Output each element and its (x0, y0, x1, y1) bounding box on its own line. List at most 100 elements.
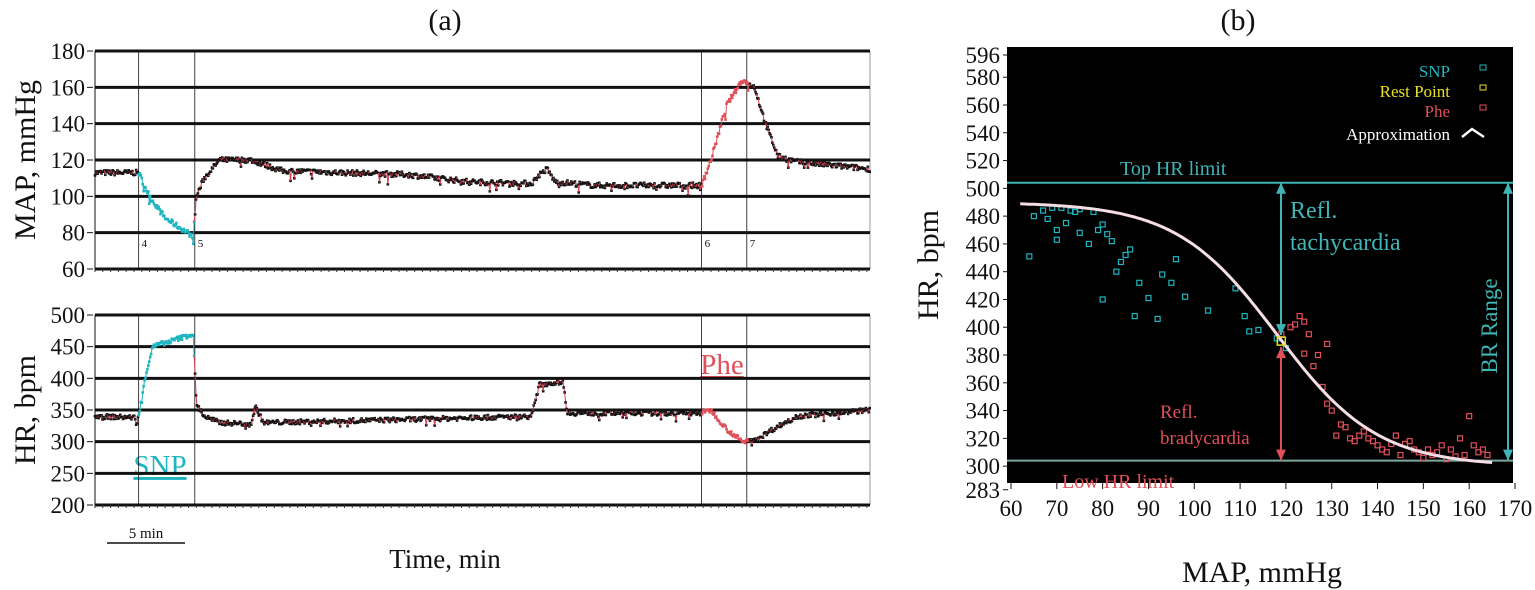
snp-point (144, 376, 147, 380)
phe-point (1314, 351, 1322, 359)
event-marker-label: 4 (142, 238, 148, 250)
br-range-arrow-head (1503, 449, 1513, 461)
trace-point (315, 421, 319, 425)
trace-point (584, 411, 588, 415)
trace-point (752, 84, 755, 87)
trace-point (802, 166, 806, 169)
phe-point (1296, 313, 1303, 320)
trace-point (767, 430, 770, 434)
trace-point (573, 180, 577, 183)
y-tick-label: 560 (966, 93, 1001, 118)
trace-point (673, 185, 677, 188)
br-range-arrow-head (1503, 182, 1513, 194)
phe-point (1328, 407, 1335, 414)
y-tick-label: 80 (62, 221, 85, 246)
trace-point (693, 183, 697, 187)
x-tick-label: 110 (1223, 496, 1257, 521)
trace-point (274, 169, 277, 173)
phe-point (724, 118, 727, 121)
trace-point (294, 171, 298, 175)
trace-point (312, 419, 316, 423)
trace-point (752, 439, 755, 442)
trace-point (323, 419, 327, 423)
trace-point (822, 164, 826, 168)
trace-point (670, 186, 673, 189)
phe-point (1406, 438, 1413, 445)
y-tick-label: 540 (966, 121, 1001, 146)
trace-point (772, 143, 775, 147)
phe-point (1438, 442, 1445, 449)
trace-point (806, 166, 810, 169)
snp-point (146, 191, 149, 195)
phe-point (1456, 435, 1464, 442)
trace-point (483, 414, 487, 417)
trace-point (103, 173, 107, 177)
snp-point (1172, 256, 1180, 263)
trace-point (253, 406, 257, 409)
trace-point (97, 416, 101, 420)
plot-background (1007, 47, 1513, 483)
trace-point (474, 416, 478, 420)
trace-point (477, 415, 480, 418)
y-tick-label: 500 (966, 176, 1001, 201)
phe-point (1447, 446, 1454, 453)
trace-point (309, 424, 313, 427)
trace-point (488, 189, 492, 193)
phe-point (1461, 451, 1468, 459)
event-marker-label: 5 (198, 238, 204, 250)
trace-point (259, 413, 262, 417)
y-tick-label: 360 (966, 371, 1001, 396)
trace-point (868, 170, 871, 174)
trace-point (423, 173, 426, 176)
y-tick-label: 350 (51, 398, 86, 423)
trace-point (595, 184, 598, 188)
trace-point (544, 381, 548, 385)
trace-point (105, 413, 109, 416)
phe-point (1420, 454, 1427, 461)
trace-point (860, 411, 864, 415)
x-tick-label: 90 (1137, 496, 1160, 521)
trace-point (332, 419, 335, 423)
snp-point (1104, 231, 1111, 238)
trace-point (654, 186, 657, 189)
trace-point (423, 415, 427, 418)
trace-point (122, 170, 126, 174)
trace-point (459, 183, 463, 186)
trace-point (664, 411, 668, 415)
trace-point (365, 418, 369, 421)
trace-point (383, 175, 387, 178)
trace-point (216, 160, 219, 164)
snp-point (1136, 279, 1143, 286)
y-tick-label: 160 (51, 75, 86, 100)
phe-point (719, 124, 723, 128)
trace-point (762, 119, 766, 123)
snp-point (1076, 229, 1083, 236)
x-tick-label: 130 (1314, 496, 1349, 521)
trace-point (543, 384, 547, 388)
trace-point (586, 413, 590, 417)
trace-point (577, 191, 581, 194)
trace-point (533, 401, 537, 404)
trace-point (344, 173, 348, 177)
trace-point (692, 185, 696, 189)
trace-point (94, 172, 98, 176)
trace-segment (542, 383, 545, 392)
trace-point (393, 173, 396, 176)
trace-point (558, 381, 562, 384)
y-tick-label: 300 (966, 454, 1001, 479)
trace-point (104, 169, 108, 172)
trace-point (568, 183, 572, 186)
trace-point (525, 415, 528, 418)
trace-point (433, 178, 436, 181)
phe-point (737, 83, 741, 86)
trace-point (749, 440, 753, 443)
trace-point (403, 419, 406, 423)
snp-annotation: SNP (133, 450, 186, 482)
snp-point (1099, 221, 1106, 228)
phe-point (712, 147, 715, 150)
trace-point (324, 421, 328, 425)
trace-point (102, 415, 105, 419)
trace-segment (290, 169, 292, 181)
trace-point (772, 146, 776, 149)
trace-point (553, 381, 556, 384)
